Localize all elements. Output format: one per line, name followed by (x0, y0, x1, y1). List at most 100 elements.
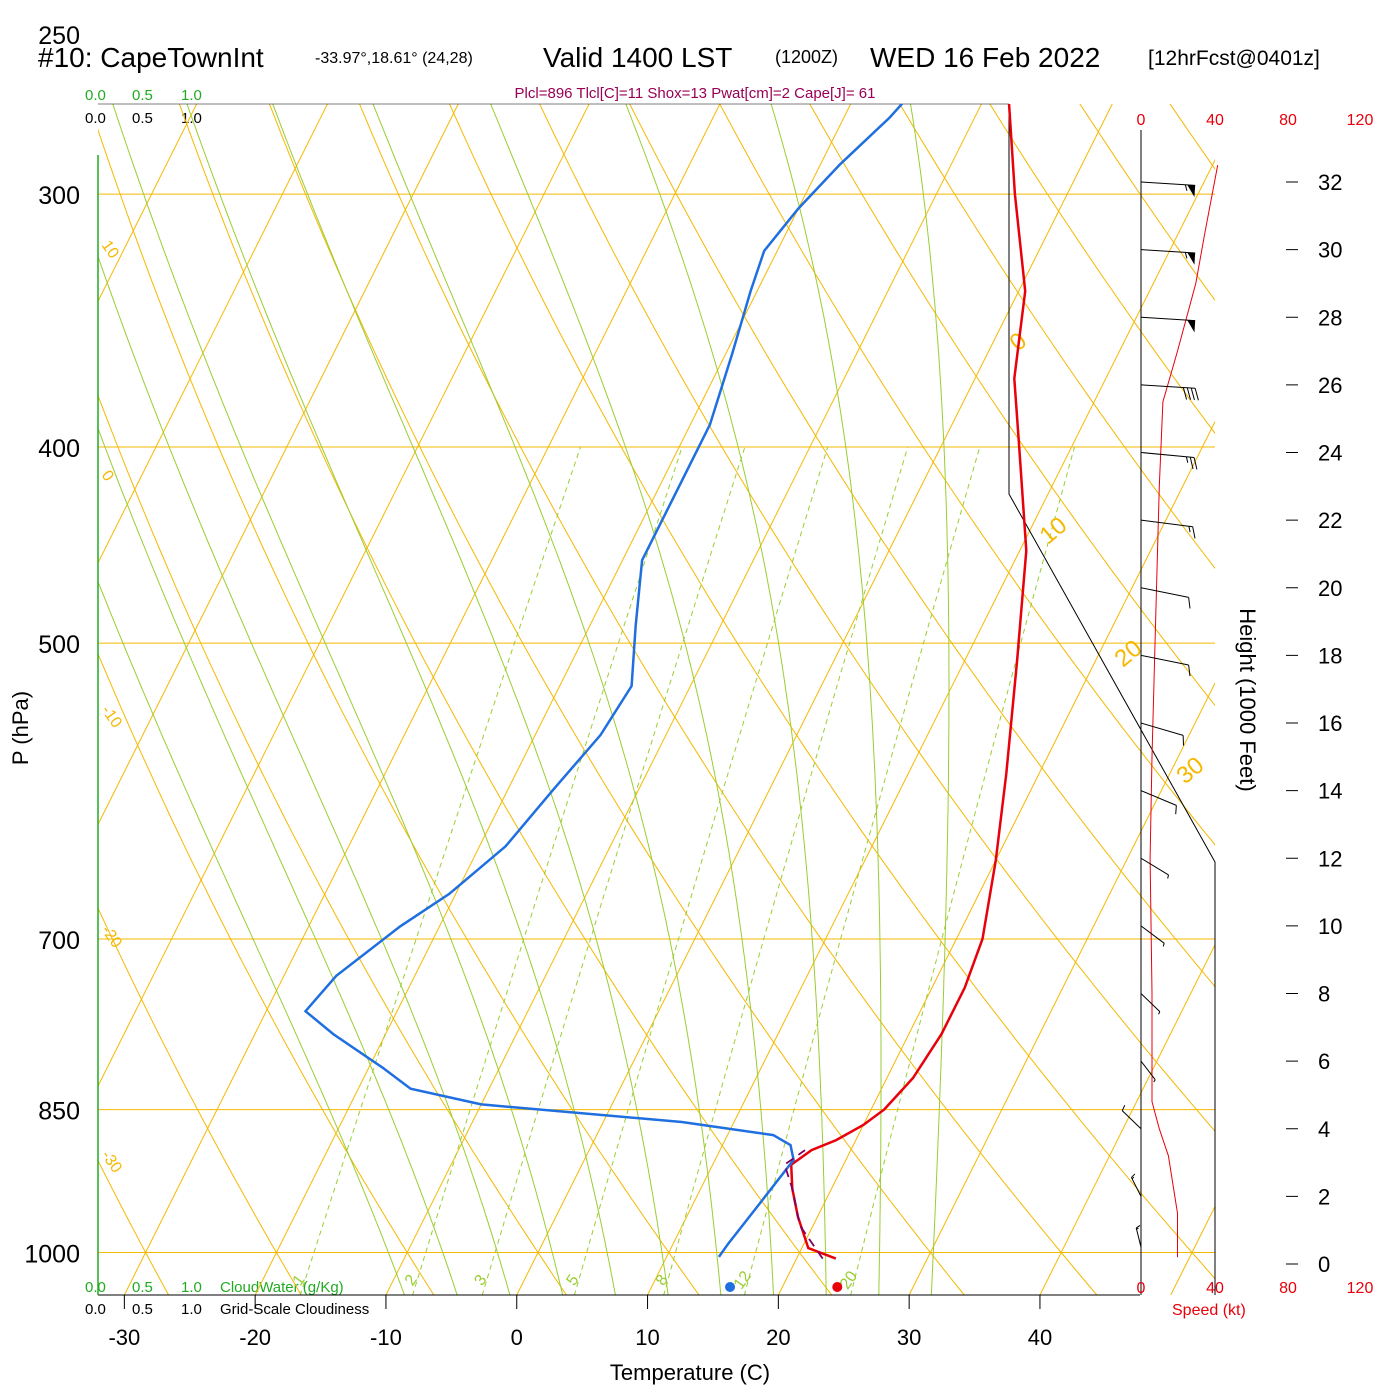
wind-barb-half (1136, 1227, 1139, 1230)
cloud-scale-bottom: 0.0 0.5 1.0 CloudWater (g/Kg) 0.0 0.5 1.… (85, 1279, 369, 1318)
wind-barb-staff (1135, 1227, 1142, 1248)
wind-barb (1135, 1225, 1142, 1248)
isotherm-line (777, 420, 1215, 1295)
cloudiness-bottom-min: 0.0 (85, 1301, 106, 1318)
wind-barb-staff (1140, 384, 1196, 389)
cloudwater-scale-min: 0.0 (85, 87, 106, 104)
isotherm-line (516, 104, 1113, 1295)
isotherm-line (1170, 1205, 1215, 1295)
speed-tick-label-bottom: 40 (1206, 1280, 1224, 1297)
wind-barb-staff (1140, 452, 1195, 458)
isotherm-line (647, 158, 1215, 1295)
speed-tick-label-bottom: 80 (1279, 1280, 1297, 1297)
speed-tick-label-top: 80 (1279, 112, 1297, 129)
height-tick-label: 22 (1318, 508, 1342, 533)
background-lines (98, 0, 1400, 1304)
wind-barb-staff (1140, 587, 1189, 598)
forecast-run: [12hrFcst@0401z] (1148, 47, 1320, 70)
cloudiness-bottom-mid: 0.5 (132, 1301, 153, 1318)
isotherm-label: 0 (98, 468, 117, 485)
wind-barb-staff (1140, 993, 1161, 1012)
wind-barb-full (1193, 457, 1198, 470)
speed-tick-label-bottom: 120 (1347, 1280, 1374, 1297)
surface-dewpoint-marker (725, 1281, 736, 1292)
wind-barb (1140, 722, 1184, 746)
forecast-date: WED 16 Feb 2022 (870, 42, 1100, 73)
moist-adiabat (770, 104, 882, 1295)
cloudwater-bottom-mid: 0.5 (132, 1279, 153, 1296)
wind-barb (1140, 384, 1199, 401)
height-tick-label: 16 (1318, 711, 1342, 736)
pressure-axis: 250 300 400 500 700 850 1000 (24, 22, 80, 1269)
pressure-tick-label: 400 (38, 435, 80, 463)
mixing-ratio-labels: 1 2 3 5 8 12 20 (290, 1268, 862, 1292)
cloudwater-scale-mid: 0.5 (132, 87, 153, 104)
wind-barb-staff (1140, 1060, 1156, 1081)
height-tick-label: 18 (1318, 643, 1342, 668)
wind-barb-flag (1187, 320, 1196, 333)
cloudiness-bottom-max: 1.0 (181, 1301, 202, 1318)
isotherm-label: -30 (98, 1148, 125, 1177)
wind-barb-staff (1140, 316, 1196, 322)
mixing-ratio-line (299, 446, 581, 1295)
wind-barb-staff (1140, 654, 1189, 666)
isotherm-line (123, 104, 721, 1295)
moist-adiabat (98, 254, 511, 1295)
isotherm-line (908, 682, 1215, 1295)
wind-barb-half (1184, 252, 1188, 259)
speed-tick-label-top: 120 (1347, 112, 1374, 129)
wind-barb-staff (1140, 857, 1169, 876)
wind-barb-half (1153, 1079, 1156, 1083)
wind-barb-full (1194, 388, 1199, 401)
cloudiness-scale-min: 0.0 (85, 110, 106, 127)
dry-adiabat (359, 104, 1098, 1295)
dry-adiabat (98, 652, 435, 1295)
dry-adiabat (1361, 0, 1400, 1304)
dry-adiabat (629, 104, 1215, 988)
station-title: #10: CapeTownInt (38, 42, 264, 73)
wind-barb-half (1167, 874, 1169, 879)
mixing-ratio-line (481, 446, 746, 1295)
wind-barb-half (1158, 1011, 1161, 1015)
pressure-tick-label: 1000 (24, 1241, 80, 1269)
dry-adiabat (268, 104, 965, 1295)
mixing-ratio-label: 2 (402, 1272, 421, 1289)
isotherm-line (98, 104, 328, 565)
temperature-tick-label: 10 (635, 1325, 659, 1350)
speed-line (1149, 165, 1219, 1258)
plot-frame (97, 103, 1216, 1296)
isotherm-label: 10 (1035, 512, 1073, 550)
dry-adiabat (539, 104, 1215, 1133)
height-tick-label: 10 (1318, 914, 1342, 939)
height-tick-label: 14 (1318, 779, 1342, 804)
wind-barb (1140, 316, 1196, 333)
dry-adiabat (989, 104, 1215, 435)
mixing-ratio-line (850, 446, 1075, 1295)
sounding-indices: Plcl=896 Tlcl[C]=11 Shox=13 Pwat[cm]=2 C… (515, 85, 876, 102)
dry-adiabat (448, 104, 1215, 1280)
dewpoint-line (303, 104, 904, 1258)
dry-adiabat (809, 104, 1215, 707)
wind-barb (1140, 654, 1191, 677)
cloudiness-scale-max: 1.0 (181, 110, 202, 127)
wind-barb (1140, 587, 1191, 609)
wind-barb-half (1185, 456, 1189, 463)
cloudwater-label: CloudWater (g/Kg) (220, 1279, 344, 1296)
wind-barb-full (1188, 664, 1191, 677)
mixing-ratio-line (743, 446, 981, 1295)
mixing-ratio-label: 3 (471, 1272, 490, 1289)
wind-barb-staff (1140, 519, 1193, 528)
speed-tick-label-top: 40 (1206, 112, 1224, 129)
cloudwater-scale-max: 1.0 (181, 87, 202, 104)
height-tick-label: 6 (1318, 1049, 1330, 1074)
cloudwater-bottom-max: 1.0 (181, 1279, 202, 1296)
temperature-tick-label: -20 (239, 1325, 271, 1350)
wind-barb (1140, 181, 1196, 198)
cloudiness-scale-mid: 0.5 (132, 110, 153, 127)
wind-barb-staff (1140, 925, 1165, 944)
dry-adiabat (98, 1159, 170, 1295)
dry-adiabat (899, 104, 1215, 570)
